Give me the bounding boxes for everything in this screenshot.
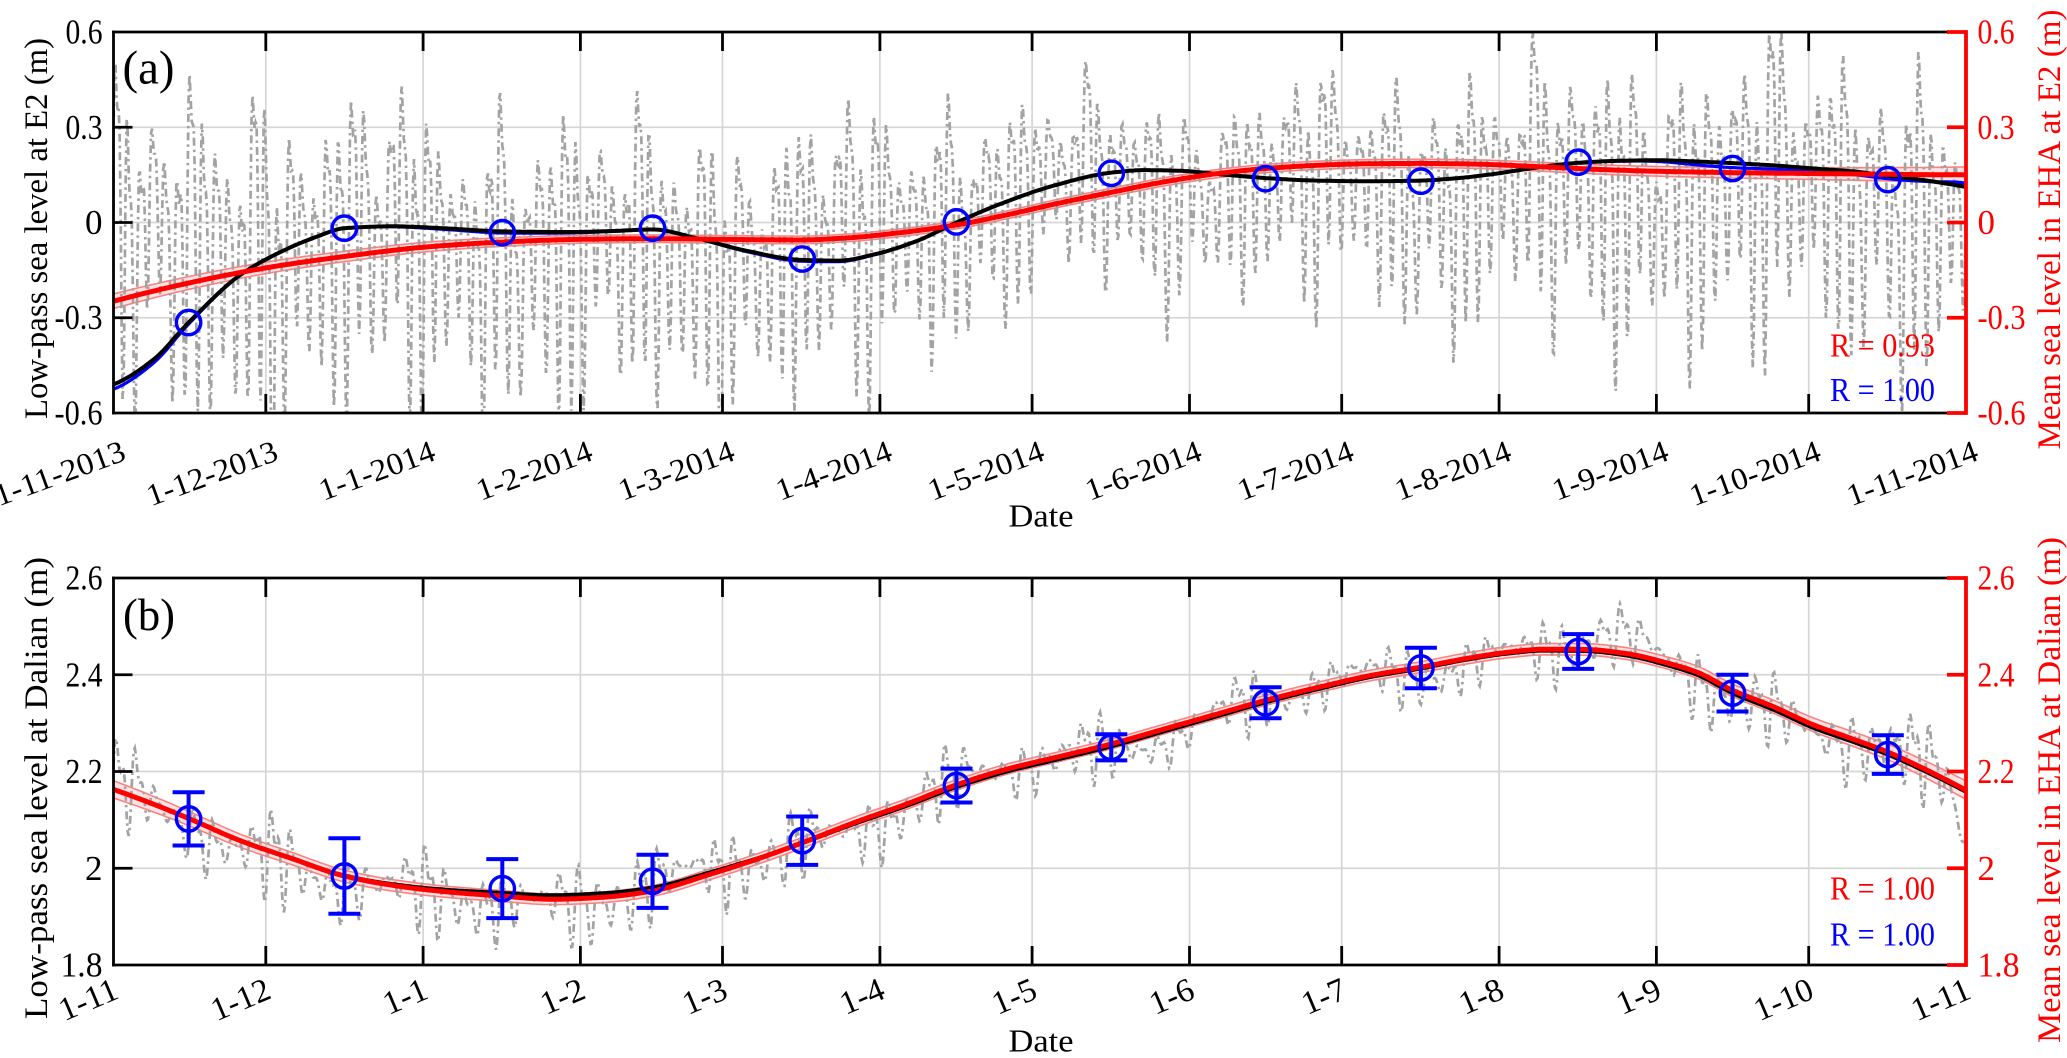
svg-text:R = 1.00: R = 1.00: [1830, 372, 1935, 409]
svg-text:2.4: 2.4: [66, 655, 103, 694]
svg-text:Date: Date: [1009, 1023, 1074, 1054]
svg-text:2.4: 2.4: [1978, 655, 2015, 694]
svg-text:2.2: 2.2: [1978, 752, 2015, 791]
svg-text:(b): (b): [123, 589, 175, 640]
svg-text:0: 0: [1978, 203, 1996, 242]
svg-text:2: 2: [1978, 849, 1996, 888]
svg-text:0.6: 0.6: [1978, 13, 2015, 52]
svg-text:R = 0.93: R = 0.93: [1830, 328, 1935, 365]
svg-text:1.8: 1.8: [61, 946, 103, 985]
svg-text:Low-pass sea level at Dalian (: Low-pass sea level at Dalian (m): [19, 557, 55, 1019]
svg-text:Low-pass sea level at E2 (m): Low-pass sea level at E2 (m): [19, 38, 55, 419]
svg-text:2.6: 2.6: [66, 559, 103, 598]
svg-text:Mean sea level in EHA at Dalia: Mean sea level in EHA at Dalian (m): [2032, 537, 2067, 1043]
svg-text:-0.3: -0.3: [1978, 298, 2026, 337]
svg-text:0.3: 0.3: [66, 108, 103, 147]
svg-text:Mean sea level in EHA at E2 (m: Mean sea level in EHA at E2 (m): [2032, 10, 2067, 450]
svg-text:0: 0: [85, 203, 103, 242]
svg-text:2.6: 2.6: [1978, 559, 2015, 598]
svg-text:Date: Date: [1009, 498, 1074, 534]
svg-text:2.2: 2.2: [66, 752, 103, 791]
svg-text:R = 1.00: R = 1.00: [1830, 917, 1935, 954]
svg-text:2: 2: [85, 849, 103, 888]
svg-text:R = 1.00: R = 1.00: [1830, 871, 1935, 908]
svg-text:(a): (a): [123, 43, 175, 95]
svg-text:0.6: 0.6: [66, 13, 103, 52]
svg-text:-0.6: -0.6: [1978, 394, 2026, 433]
svg-text:-0.3: -0.3: [55, 298, 103, 337]
svg-text:0.3: 0.3: [1978, 108, 2015, 147]
svg-text:1.8: 1.8: [1978, 946, 2020, 985]
svg-text:-0.6: -0.6: [55, 394, 103, 433]
